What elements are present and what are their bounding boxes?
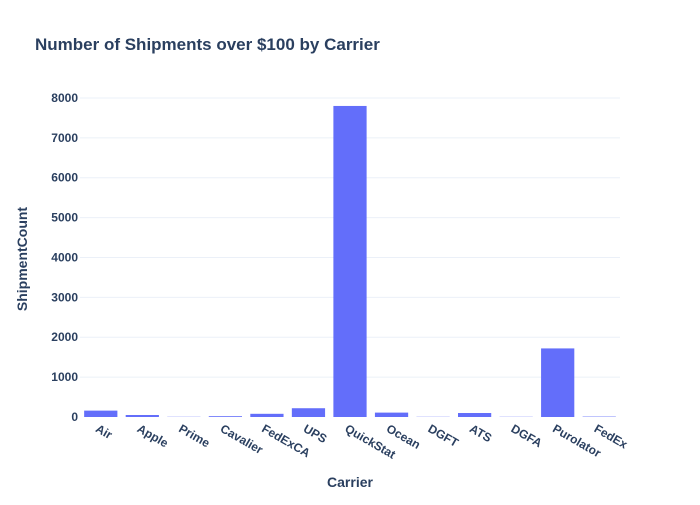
bar-cavalier[interactable] [209, 416, 242, 417]
bar-purolator[interactable] [541, 348, 574, 417]
chart-title: Number of Shipments over $100 by Carrier [35, 35, 380, 54]
bar-ats[interactable] [458, 413, 491, 417]
bar-fedexca[interactable] [250, 414, 283, 417]
y-tick-label: 0 [71, 410, 78, 424]
y-tick-label: 5000 [51, 211, 78, 225]
bar-ups[interactable] [292, 408, 325, 417]
bar-quickstat[interactable] [333, 106, 366, 417]
bar-ocean[interactable] [375, 413, 408, 417]
y-tick-label: 1000 [51, 370, 78, 384]
y-axis-ticks: 0 1000 2000 3000 4000 5000 6000 7000 8000 [51, 91, 78, 424]
y-tick-label: 7000 [51, 131, 78, 145]
y-tick-label: 3000 [51, 290, 78, 304]
bar-apple[interactable] [126, 415, 159, 417]
y-tick-label: 8000 [51, 91, 78, 105]
y-tick-label: 2000 [51, 330, 78, 344]
y-axis-title: ShipmentCount [14, 207, 30, 312]
x-axis-title: Carrier [327, 474, 373, 490]
y-tick-label: 6000 [51, 171, 78, 185]
y-tick-label: 4000 [51, 250, 78, 264]
bar-air[interactable] [84, 411, 117, 417]
